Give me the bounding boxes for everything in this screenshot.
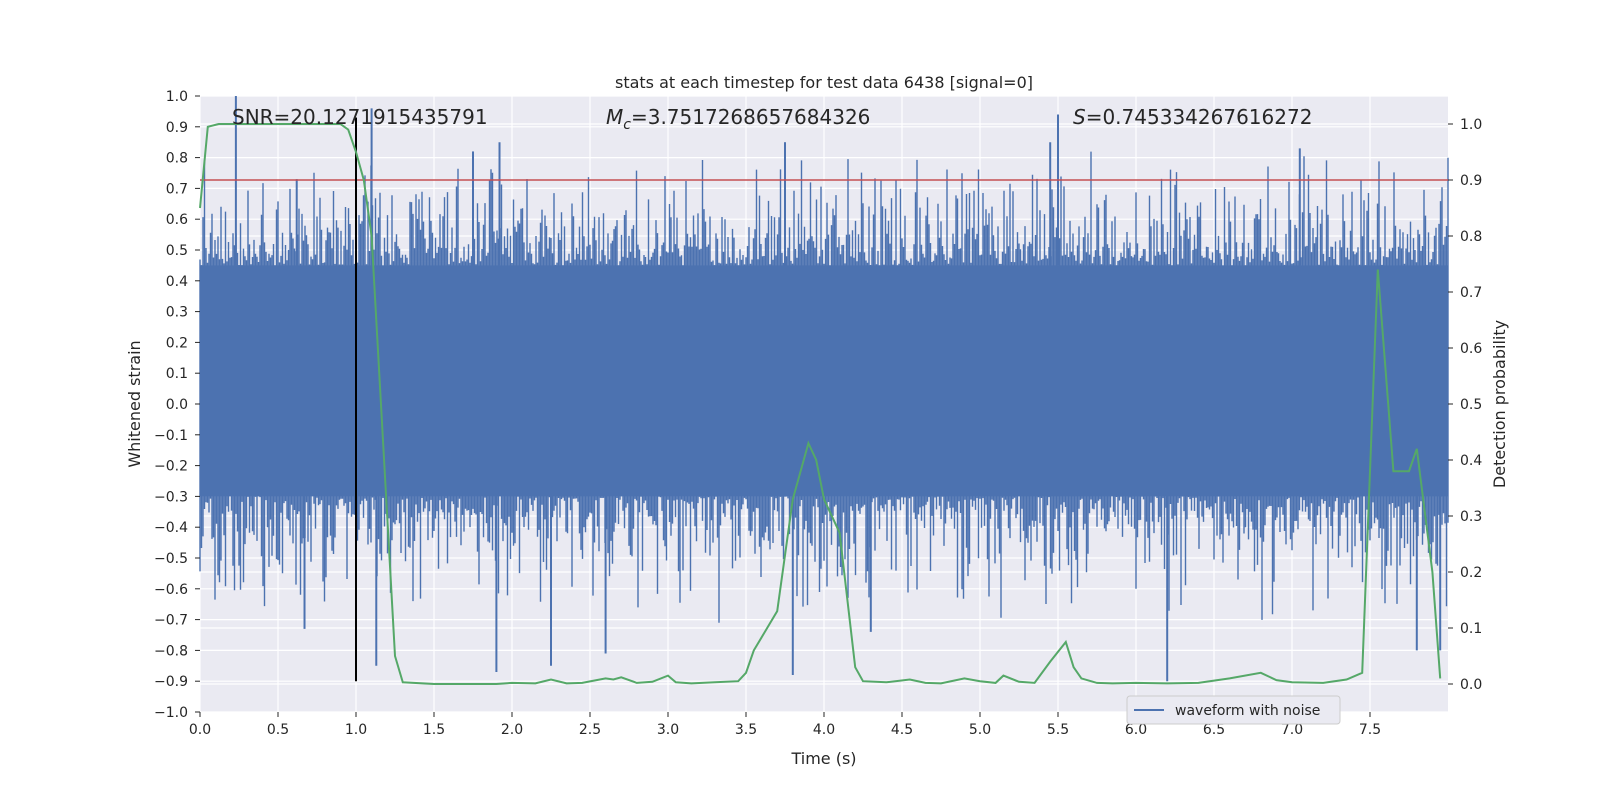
y-right-tick-label: 0.1 (1460, 621, 1482, 637)
x-tick-label: 5.5 (1047, 722, 1069, 738)
y-left-tick-label: 0.5 (166, 243, 188, 259)
legend-box (1126, 695, 1341, 725)
x-tick-label: 6.5 (1203, 722, 1225, 738)
chirp-mass-annotation: Mc=3.7517268657684326 (606, 105, 870, 133)
y-left-tick-label: 0.2 (166, 335, 188, 351)
x-axis-ticks: 0.0 0.5 1.0 1.5 2.0 2.5 3.0 3.5 4.0 4.5 5.0 5.5 6.0 6… (189, 712, 1381, 738)
x-tick-label: 0.0 (189, 722, 211, 738)
x-tick-label: 0.5 (267, 722, 289, 738)
snr-annotation: SNR=20.1271915435791 (232, 105, 488, 129)
y-left-tick-label: −0.8 (154, 643, 188, 659)
y-left-tick-label: 0.8 (166, 151, 188, 167)
y-left-tick-label: 0.4 (166, 274, 188, 290)
x-tick-label: 6.0 (1125, 722, 1147, 738)
y-left-tick-label: 0.9 (166, 120, 188, 136)
x-axis-label: Time (s) (790, 749, 856, 768)
y-left-tick-label: −0.2 (154, 459, 188, 475)
y-left-tick-label: 1.0 (166, 89, 188, 105)
overlay-lines (200, 117, 1448, 682)
waveform-series (199, 96, 1449, 682)
y-left-tick-label: −0.9 (154, 674, 188, 690)
y-left-tick-label: 0.3 (166, 305, 188, 321)
x-tick-label: 7.5 (1359, 722, 1381, 738)
y-right-tick-label: 0.6 (1460, 341, 1482, 357)
y-left-tick-label: −0.5 (154, 551, 188, 567)
y-left-axis-ticks: 1.0 0.9 0.8 0.7 0.6 0.5 0.4 0.3 0.2 0.1 0.0 −0.1 −0.… (154, 89, 200, 721)
y-right-tick-label: 0.3 (1460, 509, 1482, 525)
y-right-tick-label: 0.7 (1460, 285, 1482, 301)
x-tick-label: 2.5 (579, 722, 601, 738)
detection-probability-line (199, 123, 1442, 685)
y-right-tick-label: 0.5 (1460, 397, 1482, 413)
y-left-tick-label: 0.0 (166, 397, 188, 413)
y-left-tick-label: −1.0 (154, 705, 188, 721)
x-tick-label: 2.0 (501, 722, 523, 738)
x-tick-label: 1.0 (345, 722, 367, 738)
y-left-tick-label: −0.7 (154, 613, 188, 629)
y-left-tick-label: −0.3 (154, 489, 188, 505)
y-right-tick-label: 0.8 (1460, 229, 1482, 245)
score-value: =0.745334267616272 (1086, 105, 1313, 129)
chirp-mass-subscript: c (623, 117, 631, 133)
x-tick-label: 4.5 (891, 722, 913, 738)
probability-series (199, 123, 1442, 685)
y-left-tick-label: −0.4 (154, 520, 188, 536)
x-tick-label: 5.0 (969, 722, 991, 738)
y-right-axis-label: Detection probability (1490, 320, 1509, 488)
y-left-tick-label: −0.6 (154, 582, 188, 598)
x-tick-label: 1.5 (423, 722, 445, 738)
y-left-tick-label: 0.6 (166, 212, 188, 228)
score-symbol: S (1073, 105, 1086, 129)
x-tick-label: 4.0 (813, 722, 835, 738)
chart-title: stats at each timestep for test data 643… (615, 73, 1033, 92)
chirp-mass-symbol: M (606, 105, 623, 129)
x-tick-label: 3.5 (735, 722, 757, 738)
x-tick-label: 3.0 (657, 722, 679, 738)
legend-label-waveform: waveform with noise (1175, 703, 1320, 719)
y-left-tick-label: 0.1 (166, 366, 188, 382)
waveform-noise (199, 151, 1449, 623)
y-right-tick-label: 0.0 (1460, 677, 1482, 693)
chirp-mass-value: =3.7517268657684326 (631, 105, 870, 129)
y-right-tick-label: 0.2 (1460, 565, 1482, 581)
score-annotation: S=0.745334267616272 (1073, 105, 1312, 129)
legend: waveform with noise (1126, 695, 1341, 725)
y-left-tick-label: −0.1 (154, 428, 188, 444)
y-left-axis-label: Whitened strain (125, 340, 144, 467)
y-left-tick-label: 0.7 (166, 181, 188, 197)
y-right-tick-label: 1.0 (1460, 117, 1482, 133)
y-right-axis-ticks: 1.0 0.9 0.8 0.7 0.6 0.5 0.4 0.3 0.2 0.1 0.0 (1448, 117, 1482, 693)
x-tick-label: 7.0 (1281, 722, 1303, 738)
y-right-tick-label: 0.9 (1460, 173, 1482, 189)
y-right-tick-label: 0.4 (1460, 453, 1482, 469)
